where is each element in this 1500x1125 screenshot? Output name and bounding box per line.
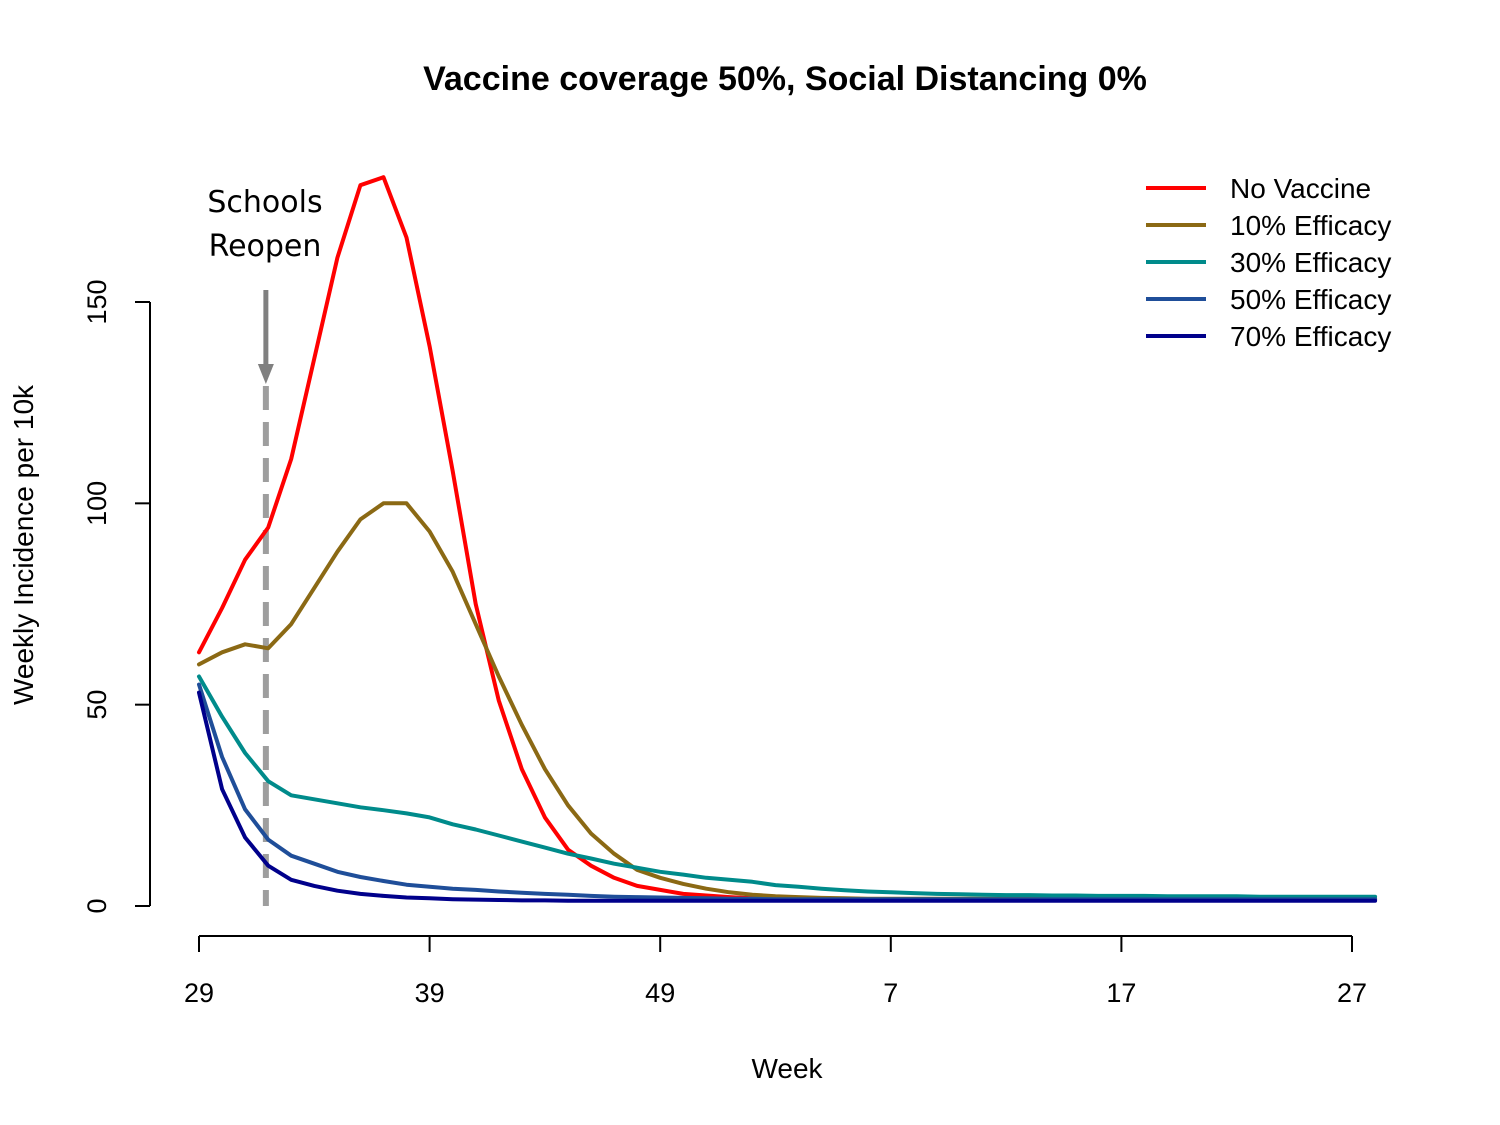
x-tick-label: 39 [415, 978, 445, 1008]
y-axis: 0 50 100 150 [82, 279, 151, 914]
y-tick-label: 100 [82, 481, 112, 526]
x-axis: 29 39 49 7 17 27 [184, 935, 1367, 1008]
legend-label: 50% Efficacy [1230, 284, 1391, 315]
annotation-line-2: Reopen [209, 229, 322, 264]
y-tick-label: 150 [82, 279, 112, 324]
x-tick-label: 7 [883, 978, 898, 1008]
legend-label: 30% Efficacy [1230, 247, 1391, 278]
legend-label: 70% Efficacy [1230, 321, 1391, 352]
x-tick-label: 27 [1337, 978, 1367, 1008]
series-line-50-efficacy [197, 682, 1378, 902]
series-line-70-efficacy [197, 690, 1378, 903]
series-layer [197, 175, 1378, 903]
x-tick-label: 49 [645, 978, 675, 1008]
chart-title: Vaccine coverage 50%, Social Distancing … [423, 60, 1147, 98]
x-axis-label: Week [751, 1053, 823, 1084]
series-line-30-efficacy [197, 674, 1378, 899]
x-tick-label: 17 [1106, 978, 1136, 1008]
legend-label: 10% Efficacy [1230, 210, 1391, 241]
y-axis-label: Weekly Incidence per 10k [8, 384, 39, 705]
annotation-arrow-head [257, 364, 274, 384]
legend-label: No Vaccine [1230, 173, 1371, 204]
annotation-line-1: Schools [207, 185, 322, 220]
legend: No Vaccine 10% Efficacy 30% Efficacy 50% Ef… [1146, 173, 1391, 352]
series-line-10-efficacy [197, 501, 1378, 901]
y-tick-label: 0 [82, 898, 112, 913]
x-tick-label: 29 [184, 978, 214, 1008]
series-line-no-vaccine [197, 175, 1378, 902]
y-tick-label: 50 [82, 690, 112, 720]
